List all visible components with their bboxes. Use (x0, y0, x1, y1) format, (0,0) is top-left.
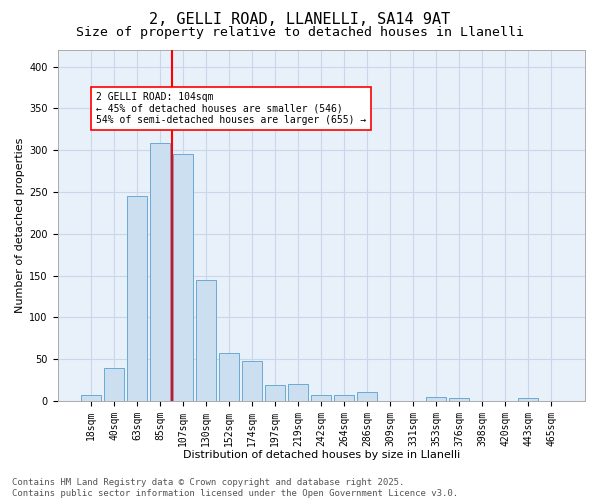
Bar (127, 196, 147, 401)
Bar (82, 395, 101, 401)
Bar (358, 392, 377, 401)
Text: 2, GELLI ROAD, LLANELLI, SA14 9AT: 2, GELLI ROAD, LLANELLI, SA14 9AT (149, 12, 451, 28)
Bar (334, 395, 354, 401)
Bar (289, 384, 308, 401)
Bar (449, 398, 469, 401)
Bar (196, 280, 216, 401)
Bar (151, 142, 170, 401)
Y-axis label: Number of detached properties: Number of detached properties (15, 138, 25, 313)
Bar (220, 353, 239, 401)
Text: Contains HM Land Registry data © Crown copyright and database right 2025.
Contai: Contains HM Land Registry data © Crown c… (12, 478, 458, 498)
Bar (104, 368, 124, 401)
Text: 2 GELLI ROAD: 104sqm
← 45% of detached houses are smaller (546)
54% of semi-deta: 2 GELLI ROAD: 104sqm ← 45% of detached h… (96, 92, 366, 125)
X-axis label: Distribution of detached houses by size in Llanelli: Distribution of detached houses by size … (182, 450, 460, 460)
Text: Size of property relative to detached houses in Llanelli: Size of property relative to detached ho… (76, 26, 524, 39)
Bar (311, 395, 331, 401)
Bar (427, 396, 446, 401)
Bar (242, 361, 262, 401)
Bar (173, 154, 193, 401)
Bar (518, 398, 538, 401)
Bar (265, 385, 285, 401)
